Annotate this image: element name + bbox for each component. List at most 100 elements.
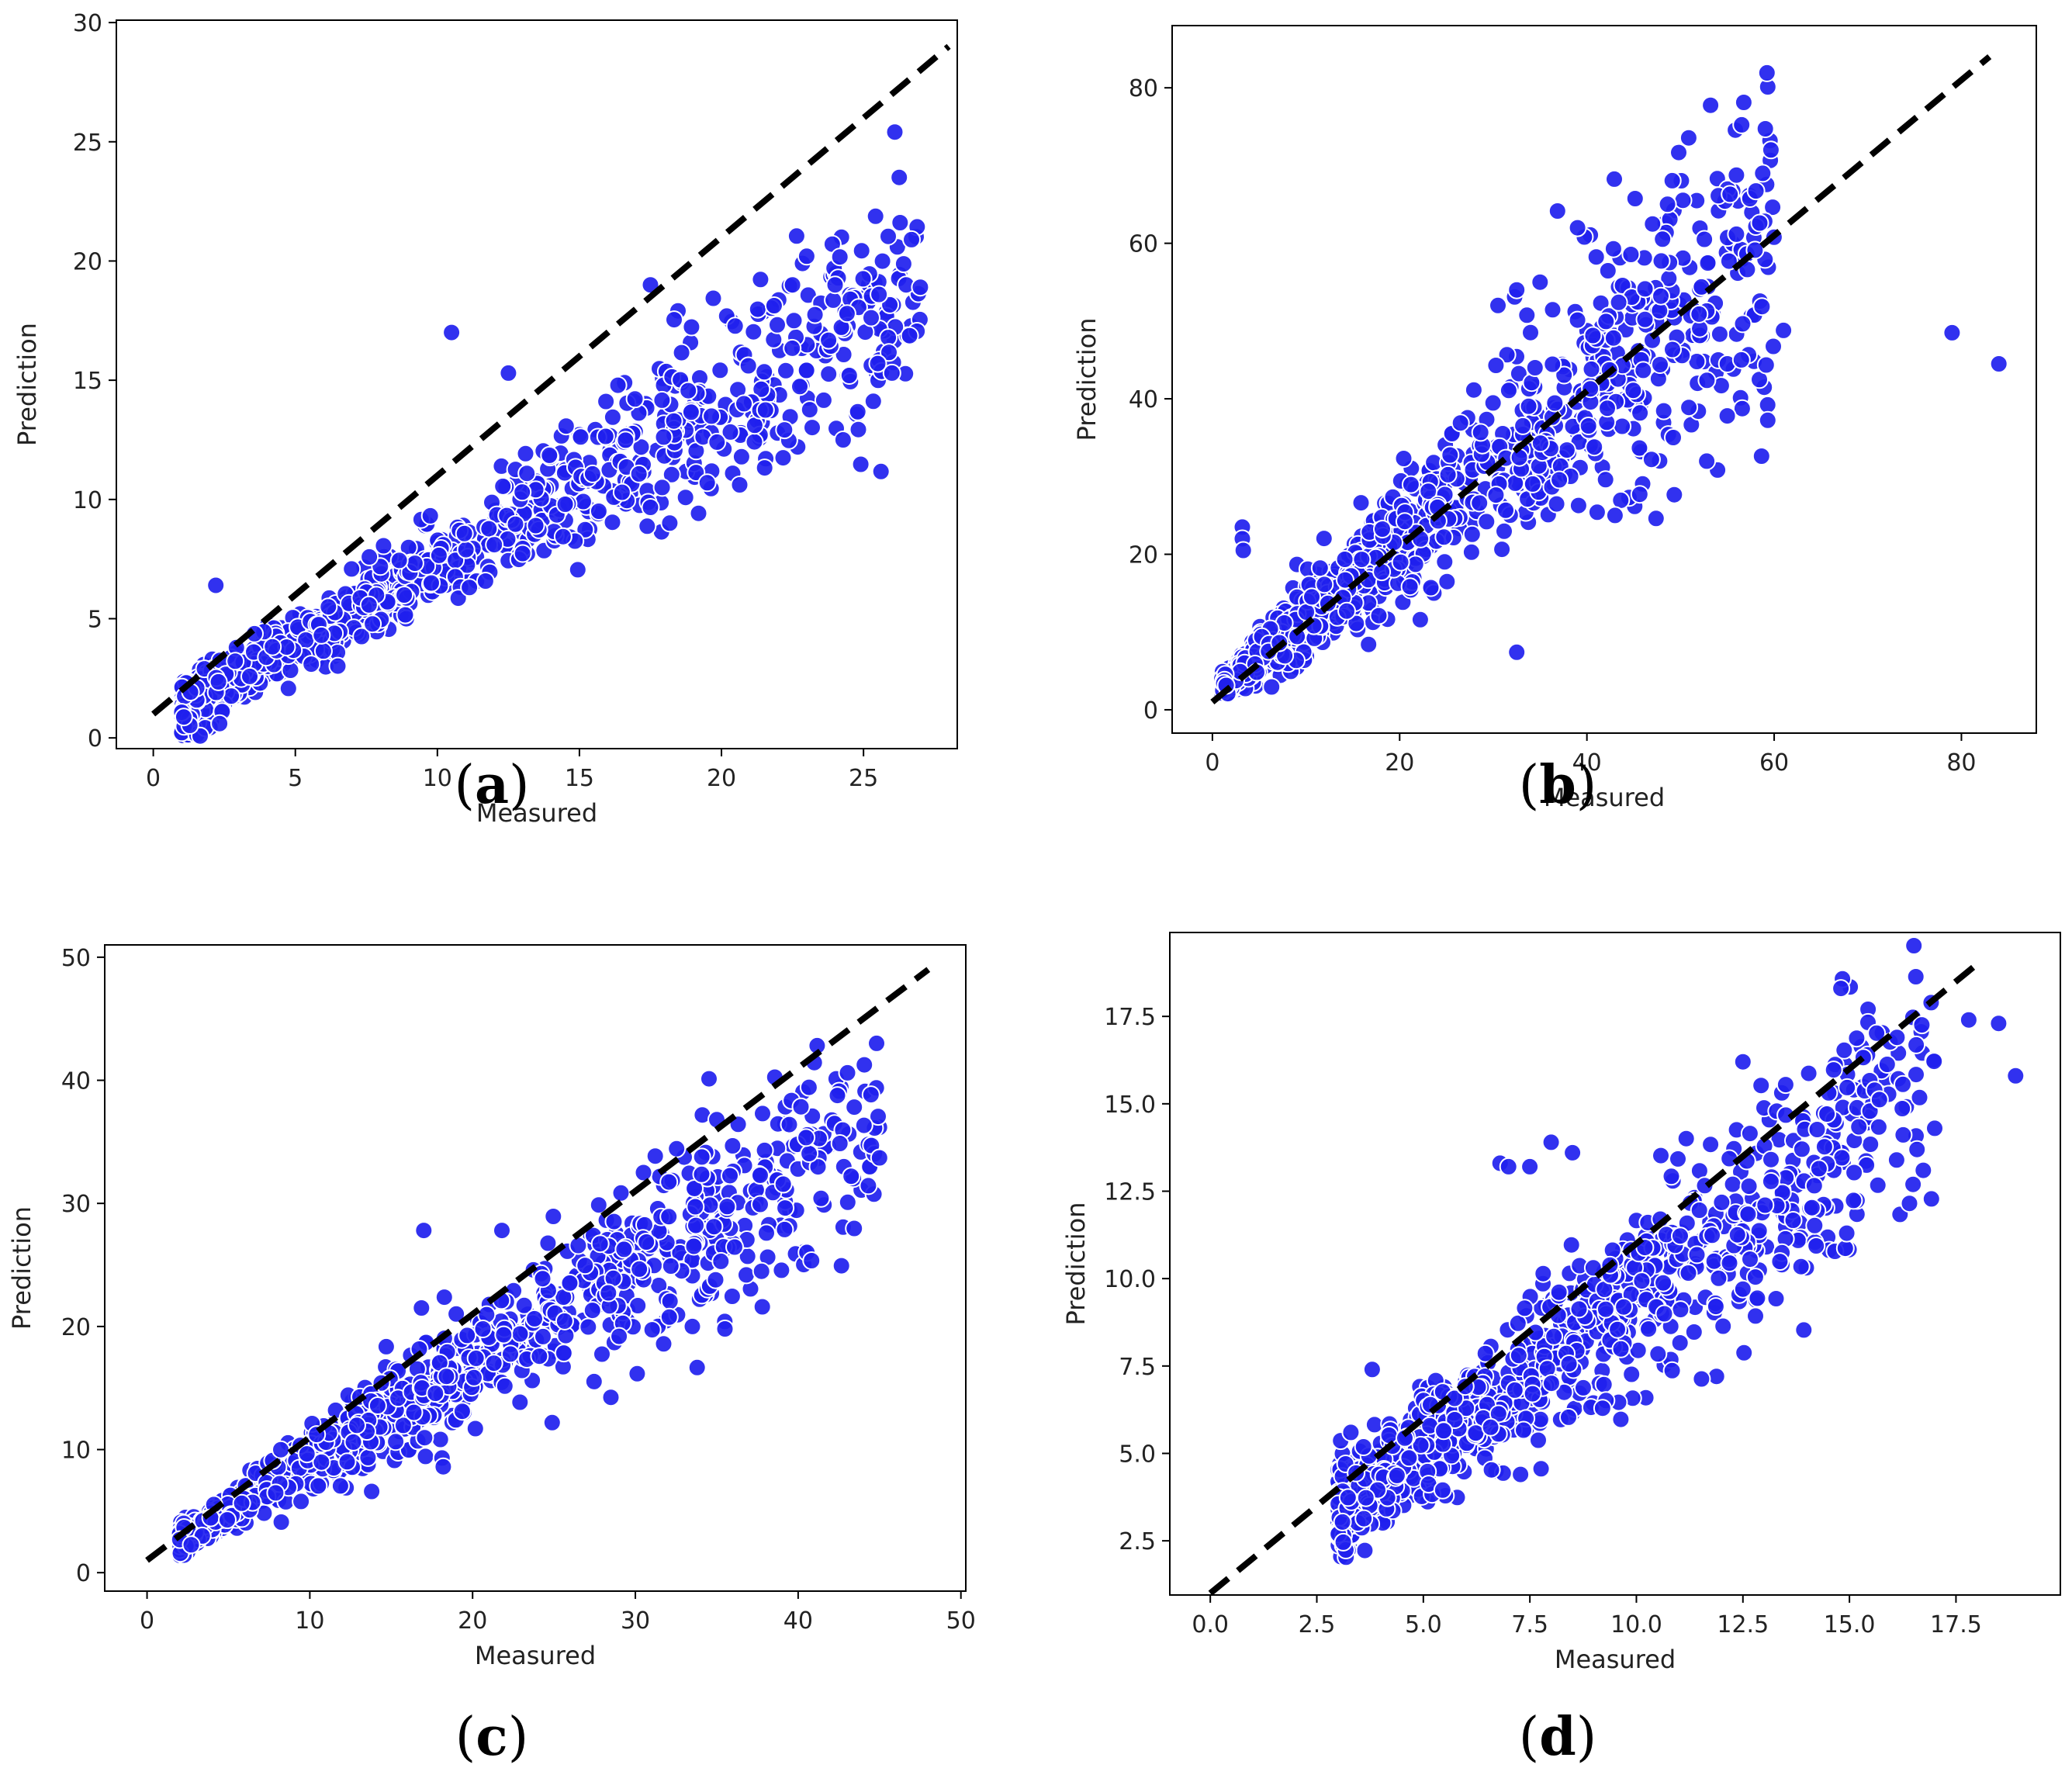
data-point: [704, 1217, 724, 1237]
data-point: [1832, 979, 1851, 998]
data-point: [721, 422, 740, 441]
y-tick-label: 30: [73, 10, 102, 37]
data-point: [429, 545, 448, 565]
data-point: [1720, 1254, 1739, 1273]
data-point: [1509, 1346, 1528, 1365]
data-point: [1625, 189, 1645, 208]
data-point: [1262, 677, 1282, 697]
data-point: [1893, 1099, 1912, 1118]
data-point: [272, 1440, 290, 1459]
data-point: [1461, 542, 1481, 562]
y-tick-label: 60: [1129, 231, 1158, 258]
data-point: [434, 1457, 453, 1476]
x-axis-label: Measured: [475, 1641, 596, 1670]
data-point: [1791, 1257, 1811, 1276]
data-point: [1517, 306, 1537, 325]
data-point: [755, 458, 774, 478]
data-point: [1593, 1399, 1612, 1418]
data-point: [499, 363, 518, 382]
data-point: [870, 285, 889, 304]
data-point: [1523, 1384, 1542, 1403]
data-point: [360, 547, 379, 566]
data-point: [645, 1147, 665, 1166]
data-point: [1574, 1378, 1593, 1397]
data-point: [1755, 1195, 1775, 1215]
data-point: [1764, 337, 1783, 356]
data-point: [1908, 1140, 1927, 1159]
data-point: [1421, 578, 1441, 597]
data-point: [1757, 63, 1776, 82]
data-point: [386, 1432, 406, 1451]
data-point: [1411, 1435, 1430, 1455]
data-point: [1745, 1268, 1765, 1287]
data-point: [174, 708, 193, 727]
x-tick-label: 10: [295, 1607, 324, 1635]
x-tick-label: 40: [1572, 749, 1602, 777]
data-point: [1734, 93, 1753, 112]
reference-line: [1208, 961, 1980, 1596]
data-point: [1794, 1320, 1814, 1340]
data-point: [590, 1234, 610, 1254]
data-point: [890, 168, 909, 187]
y-tick-label: 20: [1129, 541, 1158, 569]
y-tick-label: 0: [76, 1560, 91, 1587]
data-point: [1507, 280, 1527, 299]
data-point: [711, 1251, 731, 1271]
chart-panel-d: 0.0 2.5 5.0 7.5 10.0 12.5 15.0 17.52.55.07.510.…: [1061, 932, 2061, 1768]
data-point: [833, 431, 853, 449]
data-point: [465, 1368, 483, 1387]
data-point: [1531, 272, 1550, 292]
data-point: [825, 275, 845, 295]
data-point: [1410, 610, 1430, 629]
data-point: [1845, 1163, 1864, 1182]
data-point: [1509, 364, 1528, 383]
data-point: [495, 1376, 514, 1396]
data-point: [533, 1269, 552, 1289]
data-point: [455, 524, 474, 543]
data-point: [473, 1320, 493, 1338]
data-point: [1635, 279, 1655, 299]
points-group: [1329, 936, 2025, 1567]
data-point: [838, 1192, 857, 1212]
data-point: [1631, 403, 1650, 423]
data-point: [842, 1167, 861, 1186]
data-point: [1802, 1198, 1821, 1217]
data-point: [1740, 1124, 1759, 1143]
data-point: [1495, 521, 1513, 541]
data-point: [1835, 1040, 1854, 1060]
data-point: [1529, 1431, 1548, 1450]
data-point: [1433, 1480, 1452, 1500]
data-point: [1379, 1426, 1399, 1445]
data-point: [1776, 1075, 1795, 1095]
data-point: [1594, 1375, 1614, 1394]
data-point: [799, 1078, 818, 1097]
data-point: [1904, 1175, 1923, 1194]
data-point: [1434, 528, 1454, 547]
data-point: [1761, 1171, 1780, 1191]
data-point: [610, 1327, 629, 1346]
data-point: [525, 1309, 544, 1328]
x-tick-label: 0: [140, 1607, 154, 1635]
data-point: [1710, 324, 1729, 344]
data-point: [583, 1301, 602, 1320]
data-point: [263, 637, 282, 656]
data-point: [1541, 1133, 1561, 1152]
data-point: [1434, 1421, 1453, 1441]
data-point: [1395, 512, 1414, 531]
data-point: [752, 379, 771, 399]
x-tick-label: 0: [1205, 749, 1219, 777]
data-point: [684, 1237, 704, 1256]
data-point: [1799, 1064, 1818, 1083]
data-point: [1707, 1367, 1726, 1386]
data-point: [573, 492, 593, 511]
y-tick-label: 40: [61, 1068, 91, 1095]
data-point: [1735, 1343, 1754, 1362]
data-point: [1809, 1159, 1828, 1178]
data-point: [1499, 1157, 1518, 1176]
data-point: [1598, 399, 1617, 418]
data-point: [540, 445, 559, 465]
data-point: [757, 1223, 776, 1243]
data-point: [456, 540, 476, 559]
data-point: [880, 343, 898, 362]
